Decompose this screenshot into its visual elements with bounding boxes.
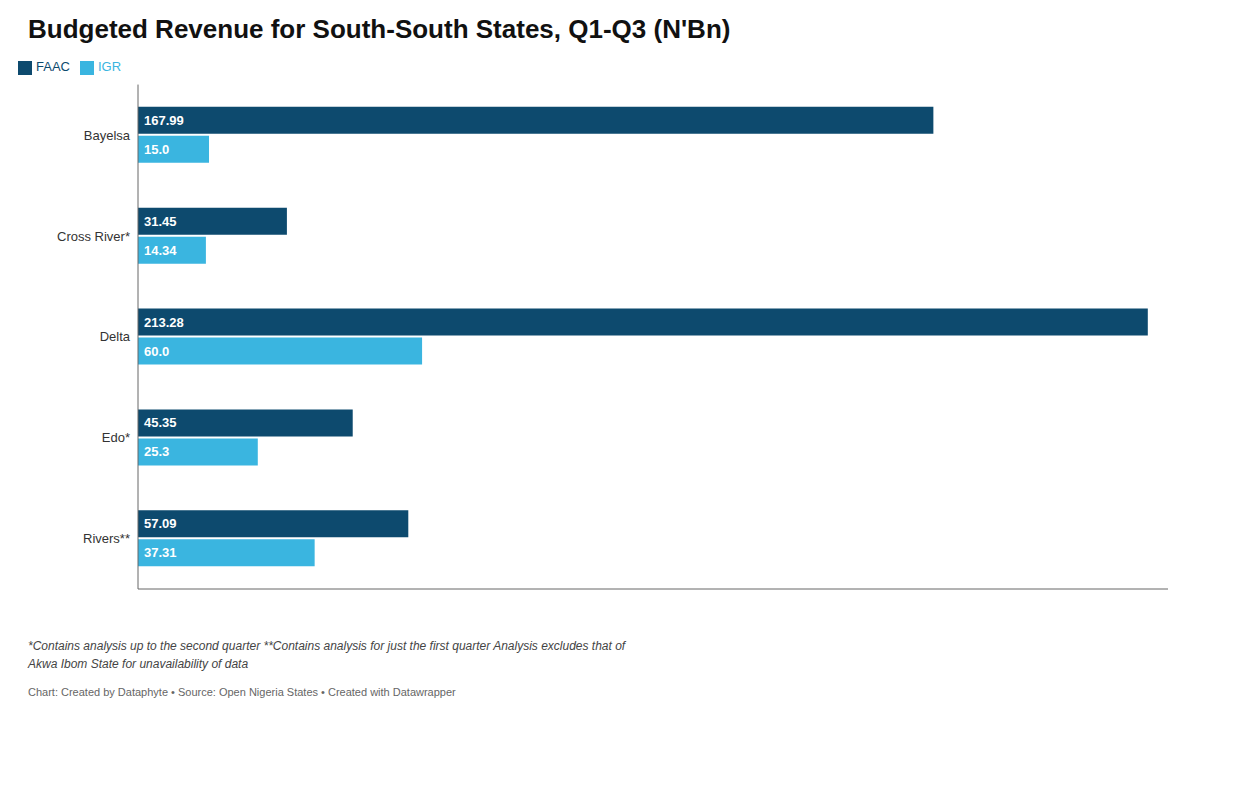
svg-text:Edo*: Edo* [102,430,130,445]
svg-text:25.3: 25.3 [144,444,169,459]
html-text:Akwa Ibom State for unavailabi: Akwa Ibom State for unavailability of da… [28,657,249,671]
html-text:IGR: IGR [98,59,122,74]
svg-text:Delta: Delta [100,329,131,344]
svg-text:Rivers**: Rivers** [83,531,130,546]
svg-text:213.28: 213.28 [144,315,184,330]
html-text:*Contains analysis up to the s: *Contains analysis up to the second quar… [28,639,626,653]
svg-text:Cross River*: Cross River* [57,229,130,244]
html-text:FAAC: FAAC [36,59,70,74]
html-text:Budgeted Revenue for South-Sou: Budgeted Revenue for South-South States,… [28,14,731,44]
html-text:Chart: Created by Dataphyte •: Chart: Created by Dataphyte • Source: Op… [28,686,456,698]
svg-text:14.34: 14.34 [144,243,177,258]
svg-text:Bayelsa: Bayelsa [84,128,131,143]
svg-text:15.0: 15.0 [144,142,169,157]
svg-text:37.31: 37.31 [144,545,177,560]
svg-text:57.09: 57.09 [144,516,177,531]
svg-text:45.35: 45.35 [144,415,177,430]
svg-text:31.45: 31.45 [144,214,177,229]
svg-text:167.99: 167.99 [144,113,184,128]
svg-text:60.0: 60.0 [144,344,169,359]
